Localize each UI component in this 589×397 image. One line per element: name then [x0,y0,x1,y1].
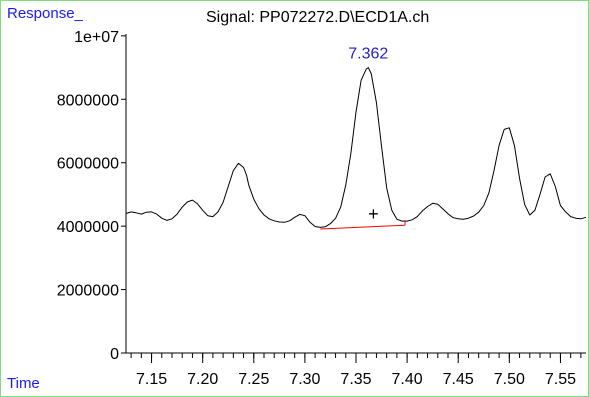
y-tick-label: 6000000 [57,156,119,173]
x-tick-label: 7.35 [340,371,371,388]
x-tick-label: 7.45 [443,371,474,388]
y-tick-label: 1e+07 [74,29,119,46]
x-tick-label: 7.30 [289,371,320,388]
x-tick-label: 7.25 [238,371,269,388]
peak-label: 7.362 [348,46,388,63]
x-tick-label: 7.50 [494,371,525,388]
signal-trace [125,67,587,228]
y-tick-label: 2000000 [57,283,119,300]
integration-baseline [320,224,406,230]
x-axis-label: Time [7,375,40,392]
y-tick-label: 8000000 [57,92,119,109]
x-tick-label: 7.15 [136,371,167,388]
x-tick-label: 7.20 [187,371,218,388]
y-tick-label: 4000000 [57,219,119,236]
y-tick-label: 0 [110,346,119,363]
x-tick-label: 7.40 [392,371,423,388]
y-axis-label: Response_ [7,5,83,22]
chart-title: Signal: PP072272.D\ECD1A.ch [206,9,430,26]
x-tick-label: 7.55 [545,371,576,388]
peak-marker: + [368,204,379,224]
